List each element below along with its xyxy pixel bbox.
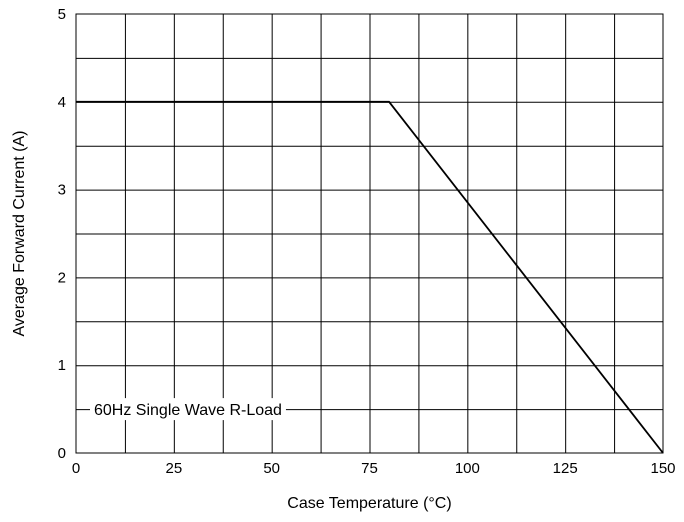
annotation-background (90, 398, 286, 421)
x-tick-label: 75 (361, 460, 378, 477)
x-tick-label: 150 (650, 460, 675, 477)
annotation-text: 60Hz Single Wave R-Load (94, 402, 282, 419)
x-tick-label: 0 (72, 460, 80, 477)
series-line (76, 100, 664, 454)
x-tick-label: 25 (165, 460, 182, 477)
plot-frame (75, 13, 664, 454)
annotation-group: 60Hz Single Wave R-Load (90, 398, 286, 421)
series-group (76, 100, 664, 454)
y-tick-label: 4 (58, 94, 66, 111)
x-tick-label: 125 (553, 460, 578, 477)
x-tick-label: 50 (263, 460, 280, 477)
y-tick-label: 0 (58, 445, 66, 462)
plot-area: 60Hz Single Wave R-Load (75, 13, 664, 454)
y-axis-label: Average Forward Current (A) (11, 131, 28, 337)
x-tick-label: 100 (455, 460, 480, 477)
x-axis-label: Case Temperature (°C) (287, 495, 451, 512)
y-tick-label: 1 (58, 357, 66, 374)
y-tick-label: 3 (58, 182, 66, 199)
y-tick-labels: 0 1 2 3 4 5 (58, 6, 66, 462)
y-tick-label: 5 (58, 6, 66, 23)
y-tick-label: 2 (58, 269, 66, 286)
x-tick-labels: 0 25 50 75 100 125 150 (72, 460, 676, 477)
